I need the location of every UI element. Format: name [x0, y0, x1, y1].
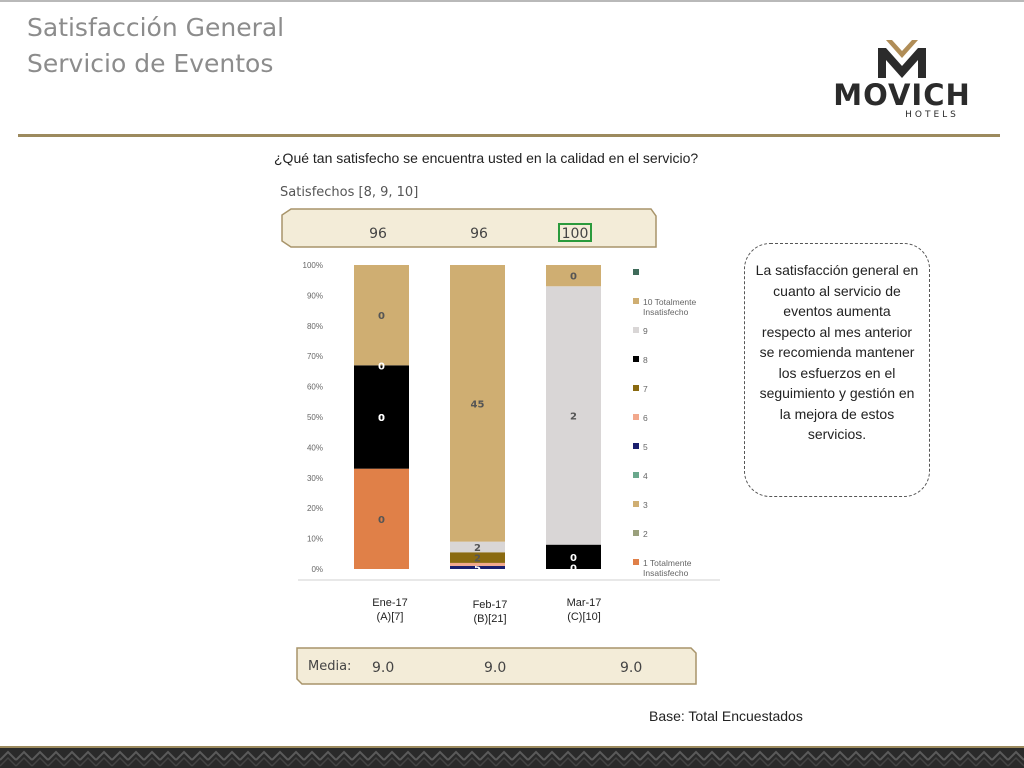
y-tick-label: 30% — [307, 474, 323, 483]
y-tick-label: 40% — [307, 443, 323, 452]
media-value-feb: 9.0 — [484, 660, 507, 676]
bar-data-label: 0 — [378, 413, 385, 424]
y-tick-label: 50% — [307, 413, 323, 422]
x-category-mar-month: Mar-17 — [566, 597, 602, 609]
bar-segment — [546, 544, 601, 569]
bar-data-label: 0 — [570, 563, 577, 574]
media-label: Media: — [308, 659, 352, 674]
bar-segment — [450, 265, 505, 542]
media-banner — [296, 647, 697, 685]
y-tick-label: 90% — [307, 291, 323, 300]
legend-label: 6 — [643, 413, 648, 423]
stacked-bar-chart: 0%10%20%30%40%50%60%70%80%90%100%0000052… — [298, 261, 720, 581]
legend-label: Insatisfecho — [643, 568, 689, 578]
logo-wordmark: MOVICH — [833, 78, 971, 112]
bar-segment — [546, 286, 601, 545]
media-value-mar: 9.0 — [620, 660, 643, 676]
x-category-feb-base: (B)[21] — [473, 613, 507, 625]
legend-label: 5 — [643, 442, 648, 452]
legend-label: 3 — [643, 500, 648, 510]
bar-data-label: 2 — [570, 411, 577, 422]
bar-data-label: 5 — [474, 563, 481, 574]
page-title: Satisfacción General Servicio de Eventos — [27, 10, 284, 82]
bar-data-label: 0 — [378, 311, 385, 322]
legend-swatch — [633, 298, 639, 304]
legend-swatch — [633, 356, 639, 362]
movich-logo: MOVICH HOTELS — [816, 38, 988, 122]
survey-question: ¿Qué tan satisfecho se encuentra usted e… — [274, 150, 699, 166]
satisfied-highlight-box — [558, 223, 592, 242]
x-category-ene-month: Ene-17 — [372, 597, 408, 609]
y-tick-label: 60% — [307, 383, 323, 392]
movich-mark-icon — [878, 40, 926, 78]
bar-data-label: 0 — [378, 413, 385, 424]
bar-segment — [450, 552, 505, 563]
satisfied-value-feb: 96 — [470, 226, 488, 242]
legend-swatch — [633, 559, 639, 565]
legend-swatch — [633, 472, 639, 478]
title-line-2: Servicio de Eventos — [27, 49, 274, 78]
y-tick-label: 10% — [307, 535, 323, 544]
y-tick-label: 100% — [303, 261, 323, 270]
logo-subtitle: HOTELS — [905, 110, 959, 120]
legend-label: 10 Totalmente — [643, 297, 697, 307]
header-divider — [18, 134, 1000, 137]
bar-data-label: 45 — [471, 399, 485, 410]
legend-swatch — [633, 414, 639, 420]
x-category-mar: Mar-17 (C)[10] — [544, 596, 624, 624]
insight-note: La satisfacción general en cuanto al ser… — [744, 243, 930, 497]
satisfied-value-ene: 96 — [369, 226, 387, 242]
top-border — [0, 0, 1024, 2]
legend-label: 1 Totalmente — [643, 558, 692, 568]
satisfied-banner — [281, 208, 657, 248]
x-category-ene: Ene-17 (A)[7] — [350, 596, 430, 624]
legend-swatch — [633, 385, 639, 391]
legend-swatch — [633, 269, 639, 275]
bar-data-label: 2 — [474, 543, 481, 554]
y-tick-label: 20% — [307, 504, 323, 513]
legend-label: Insatisfecho — [643, 307, 689, 317]
bar-segment — [450, 541, 505, 553]
bar-data-label: 2 — [474, 554, 481, 565]
media-value-ene: 9.0 — [372, 660, 395, 676]
legend-swatch — [633, 327, 639, 333]
bar-segment — [354, 365, 409, 469]
title-line-1: Satisfacción General — [27, 13, 285, 42]
y-tick-label: 80% — [307, 322, 323, 331]
satisfied-value-mar: 100 — [561, 226, 589, 242]
legend-swatch — [633, 530, 639, 536]
bar-data-label: 0 — [570, 553, 577, 564]
legend-label: 7 — [643, 384, 648, 394]
x-category-feb-month: Feb-17 — [472, 599, 508, 611]
x-category-ene-base: (A)[7] — [376, 611, 404, 623]
bar-data-label: 0 — [378, 361, 385, 372]
bar-segment — [354, 468, 409, 569]
legend-swatch — [633, 443, 639, 449]
legend-swatch — [633, 501, 639, 507]
bar-segment — [354, 265, 409, 366]
legend-label: 9 — [643, 326, 648, 336]
bar-data-label: 0 — [378, 515, 385, 526]
legend-label: 8 — [643, 355, 648, 365]
legend-label: 2 — [643, 529, 648, 539]
bar-segment — [546, 265, 601, 287]
x-category-mar-base: (C)[10] — [567, 611, 601, 623]
y-tick-label: 70% — [307, 352, 323, 361]
bar-data-label: 0 — [570, 272, 577, 283]
x-category-feb: Feb-17 (B)[21] — [450, 598, 530, 626]
bar-segment — [450, 562, 505, 566]
satisfied-label: Satisfechos [8, 9, 10] — [280, 185, 419, 200]
legend-label: 4 — [643, 471, 648, 481]
footer-pattern — [0, 746, 1024, 768]
y-tick-label: 0% — [311, 565, 323, 574]
bar-segment — [450, 565, 505, 569]
base-note: Base: Total Encuestados — [649, 708, 803, 724]
